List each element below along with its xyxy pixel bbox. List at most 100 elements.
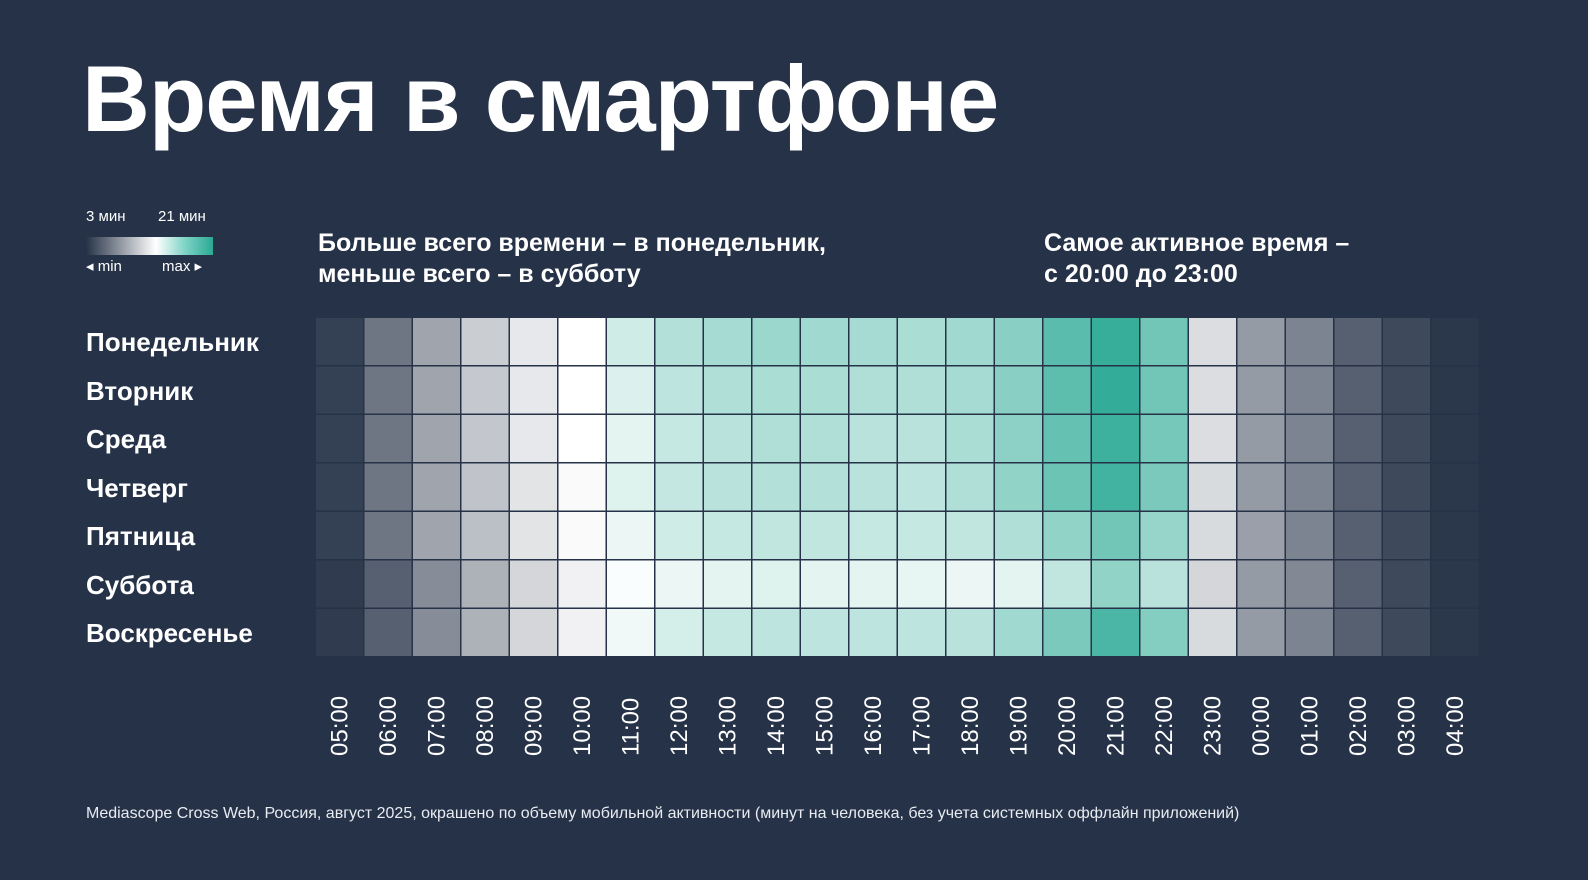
heatmap-cell	[849, 609, 897, 656]
heatmap-cell	[946, 318, 994, 365]
heatmap-cell	[946, 609, 994, 656]
heatmap-cell	[801, 415, 848, 462]
y-tick-label: Суббота	[86, 569, 194, 600]
heatmap-cell	[1092, 318, 1139, 365]
note-right-line2: с 20:00 до 23:00	[1044, 260, 1238, 288]
heatmap-cell	[1140, 415, 1188, 462]
x-tick-label: 21:00	[1103, 696, 1130, 756]
heatmap-cell	[849, 512, 897, 559]
x-tick-label: 13:00	[715, 696, 742, 756]
x-tick-label: 07:00	[424, 696, 451, 756]
heatmap-cell	[1189, 609, 1236, 656]
heatmap-cell	[461, 415, 509, 462]
source-footnote: Mediascope Cross Web, Россия, август 202…	[86, 805, 1240, 822]
x-tick-label: 12:00	[666, 696, 693, 756]
y-tick-label: Воскресенье	[86, 618, 253, 648]
heatmap-cell	[558, 609, 606, 656]
x-tick-label: 11:00	[618, 698, 645, 756]
heatmap-cell	[461, 366, 509, 414]
color-legend: 3 мин 21 мин ◂ min max ▸	[86, 206, 216, 275]
heatmap-cell	[364, 609, 412, 656]
legend-min-label: ◂ min	[86, 258, 122, 275]
heatmap-cell	[752, 609, 800, 656]
heatmap-cell	[1092, 560, 1139, 608]
heatmap-cell	[1140, 609, 1188, 656]
heatmap-cell	[364, 463, 412, 511]
heatmap-cell	[1043, 415, 1091, 462]
heatmap-cell	[655, 463, 703, 511]
heatmap-cell	[704, 560, 751, 608]
heatmap-cell	[1140, 560, 1188, 608]
heatmap-cell	[1334, 463, 1382, 511]
heatmap-cell	[1431, 366, 1479, 414]
heatmap-cell	[1189, 560, 1236, 608]
heatmap-cell	[1286, 318, 1333, 365]
heatmap-cell	[1189, 366, 1236, 414]
legend-max-label: max ▸	[162, 258, 203, 275]
note-right-line1: Самое активное время –	[1044, 229, 1350, 257]
heatmap-cell	[752, 463, 800, 511]
heatmap-cell	[1431, 609, 1479, 656]
y-tick-label: Пятница	[86, 521, 196, 551]
heatmap-cell	[558, 366, 606, 414]
heatmap-cell	[1383, 415, 1430, 462]
heatmap-cell	[1237, 609, 1285, 656]
x-tick-label: 22:00	[1151, 696, 1178, 756]
heatmap-cell	[607, 318, 654, 365]
heatmap-cell	[752, 512, 800, 559]
heatmap-cell	[1383, 560, 1430, 608]
heatmap-cell	[898, 318, 945, 365]
heatmap-cell	[558, 560, 606, 608]
heatmap-cell	[898, 560, 945, 608]
heatmap-cell	[1043, 609, 1091, 656]
heatmap-cell	[704, 366, 751, 414]
heatmap-cell	[510, 609, 557, 656]
heatmap-cell	[655, 609, 703, 656]
heatmap-cell	[946, 463, 994, 511]
heatmap-cell	[1286, 366, 1333, 414]
heatmap-cell	[413, 560, 460, 608]
heatmap-cell	[1189, 415, 1236, 462]
heatmap-cell	[413, 512, 460, 559]
heatmap-cell	[1237, 512, 1285, 559]
x-tick-label: 01:00	[1297, 696, 1324, 756]
heatmap-cell	[655, 366, 703, 414]
heatmap-cell	[898, 609, 945, 656]
note-left: Больше всего времени – в понедельник, ме…	[318, 228, 826, 290]
heatmap-cell	[752, 560, 800, 608]
heatmap-cell	[1334, 560, 1382, 608]
x-tick-label: 09:00	[521, 696, 548, 756]
heatmap-cell	[655, 318, 703, 365]
heatmap-cell	[1431, 463, 1479, 511]
heatmap-cell	[995, 366, 1042, 414]
heatmap-cell	[316, 415, 363, 462]
heatmap-cell	[1237, 415, 1285, 462]
heatmap-cell	[946, 512, 994, 559]
heatmap-cell	[946, 415, 994, 462]
heatmap-cell	[849, 318, 897, 365]
heatmap-cell	[849, 366, 897, 414]
page-title: Время в смартфоне	[82, 46, 999, 151]
heatmap-cell	[558, 318, 606, 365]
x-tick-label: 17:00	[909, 696, 936, 756]
legend-max-value: 21 мин	[158, 208, 206, 225]
x-tick-label: 03:00	[1394, 696, 1421, 756]
heatmap-cell	[1431, 415, 1479, 462]
heatmap-cell	[316, 609, 363, 656]
heatmap-cell	[704, 463, 751, 511]
heatmap-cell	[995, 318, 1042, 365]
heatmap-cell	[1237, 560, 1285, 608]
heatmap-cell	[801, 560, 848, 608]
heatmap-cell	[752, 415, 800, 462]
y-tick-label: Четверг	[86, 472, 188, 503]
heatmap-cell	[364, 512, 412, 559]
heatmap-cell	[1092, 366, 1139, 414]
heatmap-cell	[1286, 463, 1333, 511]
heatmap-cell	[364, 560, 412, 608]
heatmap-cell	[1286, 415, 1333, 462]
heatmap-cell	[849, 560, 897, 608]
heatmap-cell	[1383, 512, 1430, 559]
heatmap-cell	[1043, 512, 1091, 559]
heatmap-cell	[1286, 560, 1333, 608]
heatmap-cell	[704, 318, 751, 365]
